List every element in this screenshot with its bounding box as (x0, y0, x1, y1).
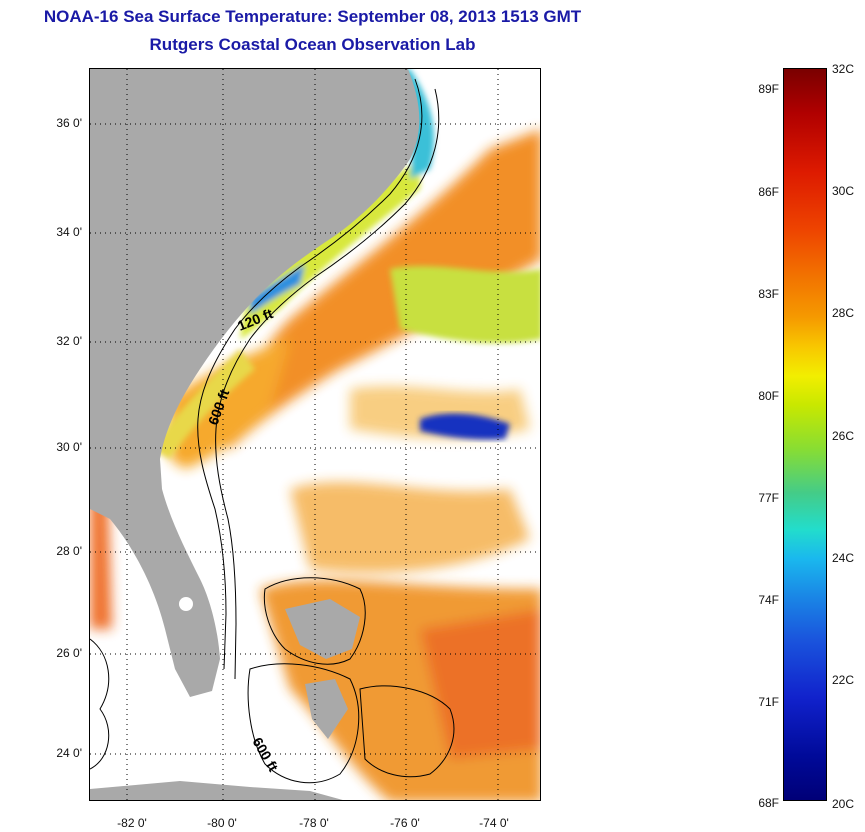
colorbar-c-32: 32C (832, 62, 855, 76)
colorbar-f-80: 80F (758, 389, 779, 403)
lat-label-26: 26 0' (56, 646, 82, 660)
bathymetry-contours (90, 78, 455, 784)
colorbar-c-30: 30C (832, 184, 855, 198)
sst-map: 120 ft 600 ft 600 ft (89, 68, 541, 801)
colorbar-c-22: 22C (832, 673, 855, 687)
map-title: NOAA-16 Sea Surface Temperature: Septemb… (43, 7, 582, 26)
lon-label-82: -82 0' (117, 816, 147, 830)
map-subtitle: Rutgers Coastal Ocean Observation Lab (149, 35, 476, 54)
lon-label-76: -76 0' (390, 816, 420, 830)
lat-label-28: 28 0' (56, 544, 82, 558)
contour-label-600ft-south: 600 ft (249, 735, 281, 775)
colorbar-f-77: 77F (758, 491, 779, 505)
lon-label-80: -80 0' (207, 816, 237, 830)
colorbar-f-71: 71F (758, 695, 779, 709)
land-mass (90, 69, 420, 800)
lat-label-34: 34 0' (56, 225, 82, 239)
lat-label-32: 32 0' (56, 334, 82, 348)
lat-label-36: 36 0' (56, 116, 82, 130)
lat-label-30: 30 0' (56, 440, 82, 454)
sst-map-canvas: 120 ft 600 ft 600 ft (90, 69, 540, 800)
colorbar-f-83: 83F (758, 287, 779, 301)
lat-label-24: 24 0' (56, 746, 82, 760)
colorbar-f-86: 86F (758, 185, 779, 199)
colorbar-f-89: 89F (758, 82, 779, 96)
lon-label-74: -74 0' (479, 816, 509, 830)
cold-water-patch (420, 413, 510, 440)
temperature-colorbar (783, 68, 827, 801)
colorbar-c-28: 28C (832, 306, 855, 320)
colorbar-c-24: 24C (832, 551, 855, 565)
colorbar-f-68: 68F (758, 796, 779, 810)
colorbar-c-26: 26C (832, 429, 855, 443)
graticule (90, 69, 540, 800)
colorbar-c-20: 20C (832, 797, 855, 811)
lon-label-78: -78 0' (299, 816, 329, 830)
colorbar-f-74: 74F (758, 593, 779, 607)
lake-okeechobee (179, 597, 193, 611)
